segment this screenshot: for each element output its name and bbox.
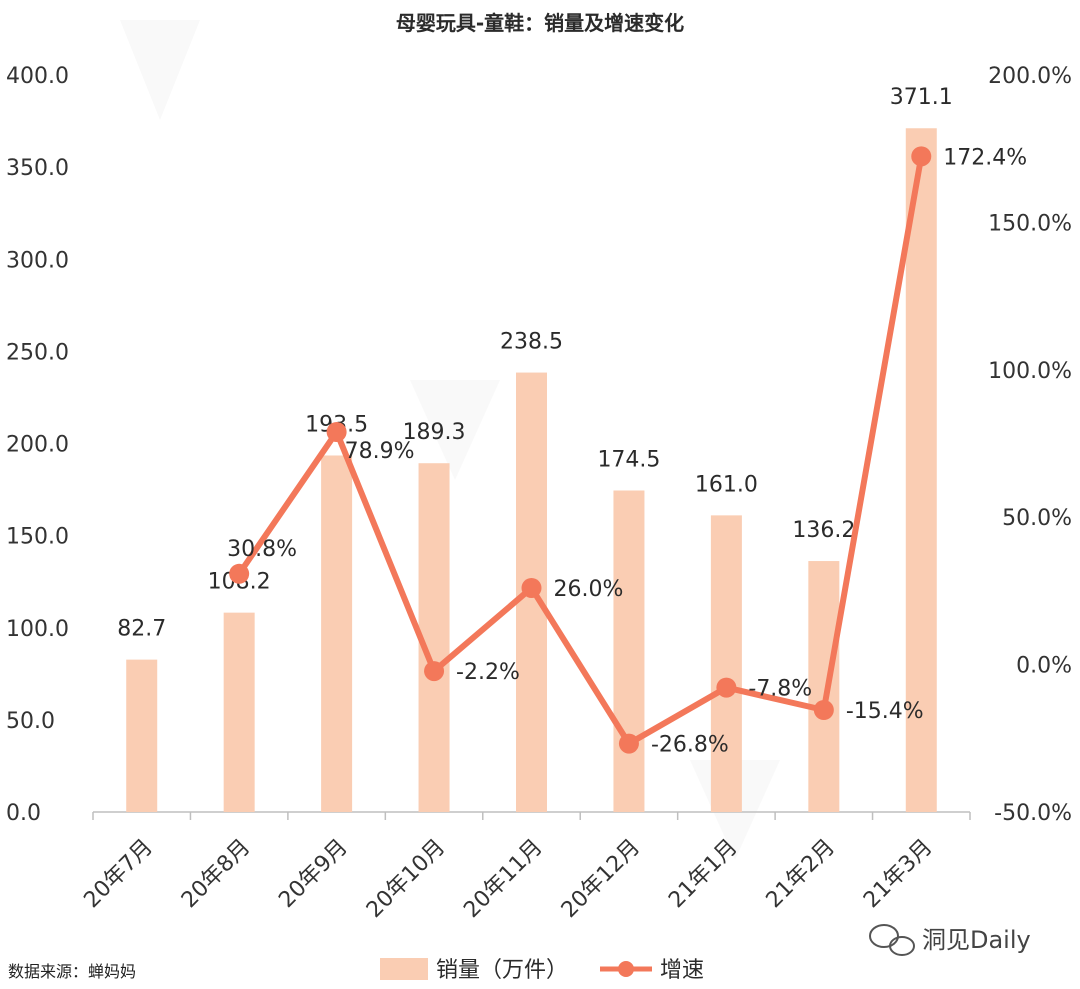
growth-line [236, 153, 925, 747]
y-axis-right: -50.0% 0.0% 50.0% 100.0% 150.0% 200.0% [988, 64, 1072, 826]
bar-value-label: 238.5 [500, 330, 563, 355]
x-axis-tick-label: 20年11月 [459, 835, 547, 923]
bar-value-label: 189.3 [403, 420, 466, 445]
line-point [813, 699, 834, 720]
line-point [618, 733, 639, 754]
y-left-tick-label: 350.0 [6, 156, 69, 181]
x-axis-tick-label: 20年12月 [557, 835, 645, 923]
bar [808, 561, 840, 812]
x-axis-tick-label: 21年2月 [762, 835, 840, 913]
bar [126, 659, 158, 812]
y-left-tick-label: 0.0 [6, 801, 41, 826]
line-value-label: 172.4% [943, 145, 1027, 170]
bar-value-label: 82.7 [117, 617, 166, 642]
legend: 销量（万件） 增速 [380, 958, 704, 983]
bar-labels: 82.7108.2193.5189.3238.5174.5161.0136.23… [117, 85, 953, 641]
legend-line-label: 增速 [660, 958, 704, 983]
bar [710, 515, 742, 812]
line-value-label: 26.0% [554, 577, 624, 602]
legend-bar-label: 销量（万件） [436, 958, 568, 983]
legend-bar-swatch [380, 958, 428, 980]
brand-label: 洞见Daily [922, 926, 1031, 954]
line-points [229, 146, 932, 754]
line-point [229, 563, 250, 584]
bar [223, 612, 255, 812]
bar-series [126, 128, 937, 813]
x-axis: 20年7月 20年8月 20年9月 20年10月 20年11月 20年12月 21年1月 21… [79, 812, 971, 923]
bar-value-label: 136.2 [792, 518, 855, 543]
line-point [521, 577, 542, 598]
y-left-tick-label: 250.0 [6, 340, 69, 365]
legend-line-marker [618, 961, 634, 977]
wechat-icon [869, 924, 915, 956]
x-axis-tick-label: 21年3月 [859, 835, 937, 913]
y-left-tick-label: 300.0 [6, 248, 69, 273]
y-right-tick-label: 150.0% [988, 211, 1072, 236]
y-left-tick-label: 100.0 [6, 617, 69, 642]
bar-value-label: 371.1 [890, 85, 953, 110]
y-left-tick-label: 50.0 [6, 709, 55, 734]
y-right-tick-label: -50.0% [994, 801, 1072, 826]
line-value-label: -7.8% [748, 677, 812, 702]
y-left-tick-label: 150.0 [6, 525, 69, 550]
line-value-label: -26.8% [651, 733, 729, 758]
y-left-tick-label: 400.0 [6, 64, 69, 89]
y-right-tick-label: 200.0% [988, 64, 1072, 89]
y-right-tick-label: 0.0% [1016, 654, 1072, 679]
line-point [716, 677, 737, 698]
line-point [326, 422, 347, 443]
y-axis-left: 0.0 50.0 100.0 150.0 200.0 250.0 300.0 350.0 400… [6, 64, 69, 826]
line-value-label: -2.2% [456, 660, 520, 685]
line-point [911, 146, 932, 167]
line-labels: 30.8% 78.9% -2.2% 26.0% -26.8% -7.8% -15.4% 172… [227, 145, 1027, 757]
y-right-tick-label: 100.0% [988, 359, 1072, 384]
source-note: 数据来源：蝉妈妈 [8, 962, 136, 981]
bar-value-label: 174.5 [597, 447, 660, 472]
x-axis-tick-label: 20年7月 [79, 835, 157, 913]
line-value-label: 78.9% [345, 439, 415, 464]
line-value-label: -15.4% [846, 699, 924, 724]
bar [321, 455, 353, 812]
chart-title: 母婴玩具-童鞋：销量及增速变化 [396, 11, 684, 35]
bar [613, 490, 645, 812]
x-axis-tick-label: 20年10月 [362, 835, 450, 923]
x-axis-tick-label: 21年1月 [664, 835, 742, 913]
x-axis-tick-label: 20年9月 [274, 835, 352, 913]
line-point [424, 661, 445, 682]
y-right-tick-label: 50.0% [1002, 506, 1072, 531]
y-left-tick-label: 200.0 [6, 433, 69, 458]
bar-value-label: 161.0 [695, 472, 758, 497]
bar [905, 128, 937, 813]
bar [418, 463, 450, 812]
line-value-label: 30.8% [227, 537, 297, 562]
x-axis-tick-label: 20年8月 [177, 835, 255, 913]
